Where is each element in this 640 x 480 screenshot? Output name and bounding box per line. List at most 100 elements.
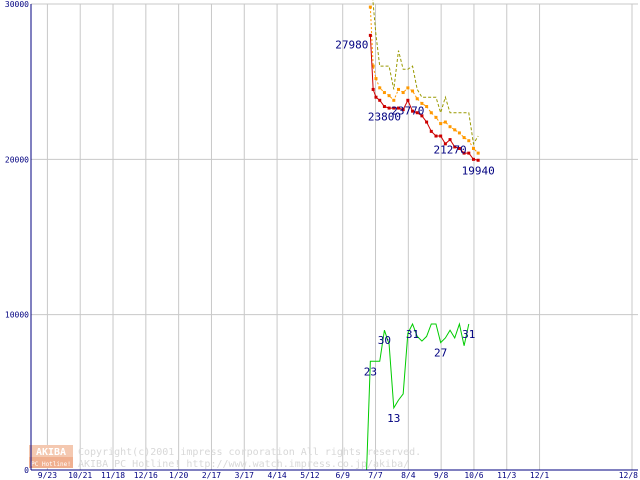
logo-box-bottom	[29, 457, 73, 468]
data-point-lowest	[387, 106, 391, 110]
series-average	[368, 5, 480, 155]
data-point-average	[476, 151, 480, 155]
data-point-lowest	[453, 145, 457, 149]
data-point-lowest	[401, 108, 405, 112]
data-point-average	[471, 146, 475, 150]
data-point-lowest	[434, 134, 438, 138]
data-point-lowest	[429, 129, 433, 133]
data-point-average	[368, 5, 372, 9]
data-point-lowest	[378, 98, 382, 102]
logo-box-top	[29, 445, 73, 457]
copyright-line-1: Copyright(c)2001 impress corporation All…	[78, 447, 421, 458]
data-point-average	[415, 97, 419, 101]
x-tick-label: 9/23	[38, 471, 57, 480]
data-point-lowest	[368, 33, 372, 37]
data-point-lowest	[371, 87, 375, 91]
data-label: 19940	[462, 164, 495, 177]
series-line-count	[31, 322, 470, 471]
x-tick-label: 3/17	[235, 471, 254, 480]
y-tick-label: 10000	[5, 311, 29, 320]
x-tick-labels: 9/23 10/21 11/18 12/16 1/20 2/17 3/17 4/14 5/12 6…	[38, 471, 638, 480]
data-point-average	[382, 91, 386, 95]
data-label: 23	[364, 365, 377, 378]
x-tick-label: 1/20	[169, 471, 188, 480]
x-tick-label: 8/4	[401, 471, 416, 480]
data-label: 27980	[335, 38, 368, 51]
data-point-lowest	[392, 106, 396, 110]
logo-top-text: AKIBA	[36, 447, 66, 458]
data-point-average	[457, 131, 461, 135]
data-point-average	[406, 86, 410, 90]
data-label: 31	[462, 328, 475, 341]
data-point-lowest	[415, 111, 419, 115]
data-point-lowest	[411, 109, 415, 113]
data-point-lowest	[420, 114, 424, 118]
data-point-average	[425, 105, 429, 109]
x-tick-label: 11/3	[497, 471, 516, 480]
data-point-lowest	[448, 138, 452, 142]
data-point-average	[453, 128, 457, 132]
y-tick-labels: 0 10000 20000 30000	[5, 0, 29, 475]
series-group	[31, 0, 480, 471]
x-tick-label: 4/14	[267, 471, 286, 480]
data-point-lowest	[396, 106, 400, 110]
data-point-lowest	[467, 151, 471, 155]
data-point-lowest	[374, 95, 378, 99]
data-point-average	[396, 87, 400, 91]
data-point-average	[392, 98, 396, 102]
data-point-lowest	[457, 146, 461, 150]
series-line-highest	[372, 0, 479, 146]
data-label: 30	[378, 334, 391, 347]
logo-bottom-text: PC Hotline!	[31, 461, 71, 468]
data-label: 23770	[391, 104, 424, 117]
data-label: 31	[406, 328, 419, 341]
data-label: 21270	[433, 144, 466, 157]
data-point-lowest	[425, 120, 429, 124]
data-point-average	[462, 136, 466, 140]
data-label: 23800	[368, 111, 401, 124]
x-tick-label: 9/8	[434, 471, 449, 480]
x-tick-label: 10/21	[68, 471, 92, 480]
x-tick-label: 5/12	[300, 471, 319, 480]
data-point-lowest	[439, 134, 443, 138]
y-tick-label: 0	[24, 466, 29, 475]
data-point-lowest	[382, 105, 386, 109]
x-tick-label: 10/6	[464, 471, 483, 480]
data-point-average	[420, 101, 424, 105]
copyright-line-2: AKIBA PC Hotline! http://www.watch.impre…	[78, 459, 409, 470]
data-point-lowest	[476, 158, 480, 162]
y-tick-label: 30000	[5, 0, 29, 9]
data-point-average	[429, 111, 433, 115]
x-tick-label: 12/8	[619, 471, 638, 480]
data-point-average	[411, 89, 415, 93]
series-lowest	[368, 33, 480, 162]
data-point-lowest	[443, 142, 447, 146]
y-tick-label: 20000	[5, 155, 29, 164]
data-point-average	[434, 115, 438, 119]
x-tick-label: 12/16	[134, 471, 158, 480]
data-point-average	[448, 125, 452, 129]
data-point-lowest	[471, 157, 475, 161]
x-tick-label: 6/9	[335, 471, 350, 480]
data-point-average	[401, 91, 405, 95]
data-point-average	[467, 139, 471, 143]
data-label: 27	[434, 347, 447, 360]
data-point-average	[371, 64, 375, 68]
series-highest	[372, 0, 479, 146]
data-point-average	[443, 120, 447, 124]
data-label: 13	[387, 412, 400, 425]
data-point-average	[374, 77, 378, 81]
x-tick-label: 2/17	[202, 471, 221, 480]
series-count	[31, 322, 470, 471]
x-tick-label: 12/1	[530, 471, 549, 480]
data-point-lowest	[462, 151, 466, 155]
data-point-average	[439, 122, 443, 126]
watermark: AKIBA PC Hotline! Copyright(c)2001 impre…	[29, 445, 421, 470]
x-tick-label: 7/7	[368, 471, 383, 480]
data-point-lowest	[406, 98, 410, 102]
x-tick-label: 11/18	[101, 471, 125, 480]
data-point-average	[378, 86, 382, 90]
